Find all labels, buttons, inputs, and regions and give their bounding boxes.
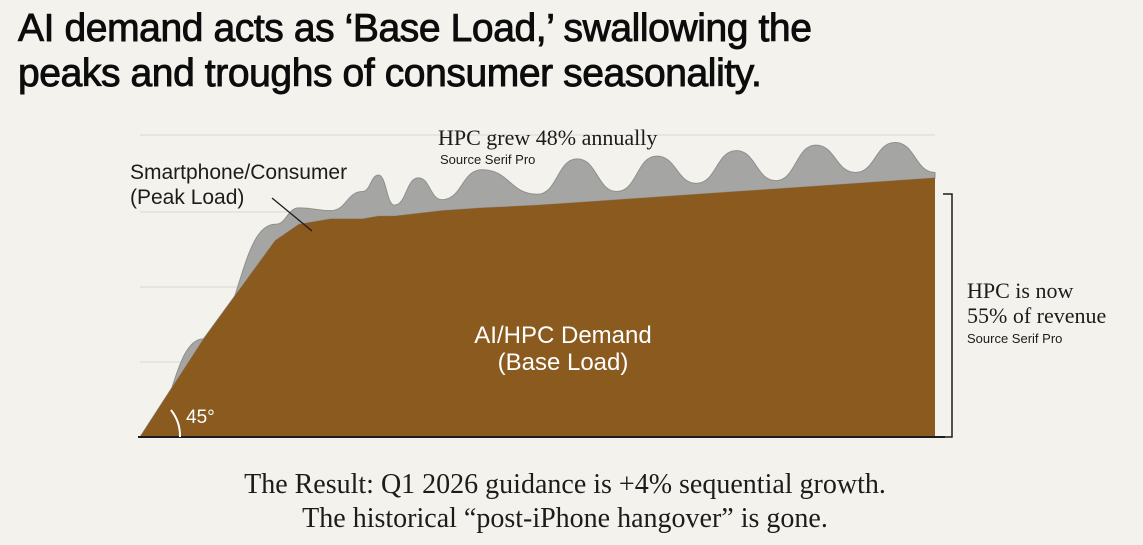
angle-label: 45° <box>186 407 215 428</box>
hpc-share-source: Source Serif Pro <box>967 331 1062 346</box>
base-load-area <box>140 177 935 437</box>
hpc-share-label-line-2: 55% of revenue <box>967 303 1106 328</box>
headline: AI demand acts as ‘Base Load,’ swallowin… <box>18 6 1128 96</box>
peak-load-label-line-1: Smartphone/Consumer <box>130 161 347 184</box>
revenue-bracket <box>943 193 953 438</box>
headline-line-2: peaks and troughs of consumer seasonalit… <box>18 52 763 96</box>
headline-line-1: AI demand acts as ‘Base Load,’ swallowin… <box>18 7 813 51</box>
peak-load-area <box>139 141 936 438</box>
footer: The Result: Q1 2026 guidance is +4% sequ… <box>0 468 1130 536</box>
hpc-share-label-line-1: HPC is now <box>967 278 1073 303</box>
base-load-label-line-2: (Base Load) <box>498 349 629 376</box>
hpc-growth-label: HPC grew 48% annually <box>438 125 657 150</box>
footer-line-2: The historical “post-iPhone hangover” is… <box>302 503 828 534</box>
hpc-growth-source: Source Serif Pro <box>440 152 535 167</box>
footer-line-1: The Result: Q1 2026 guidance is +4% sequ… <box>244 469 886 500</box>
base-load-label-line-1: AI/HPC Demand <box>474 322 651 349</box>
angle-arc <box>170 409 182 438</box>
peak-load-leader-line <box>271 197 313 232</box>
peak-load-label-line-2: (Peak Load) <box>130 186 244 209</box>
